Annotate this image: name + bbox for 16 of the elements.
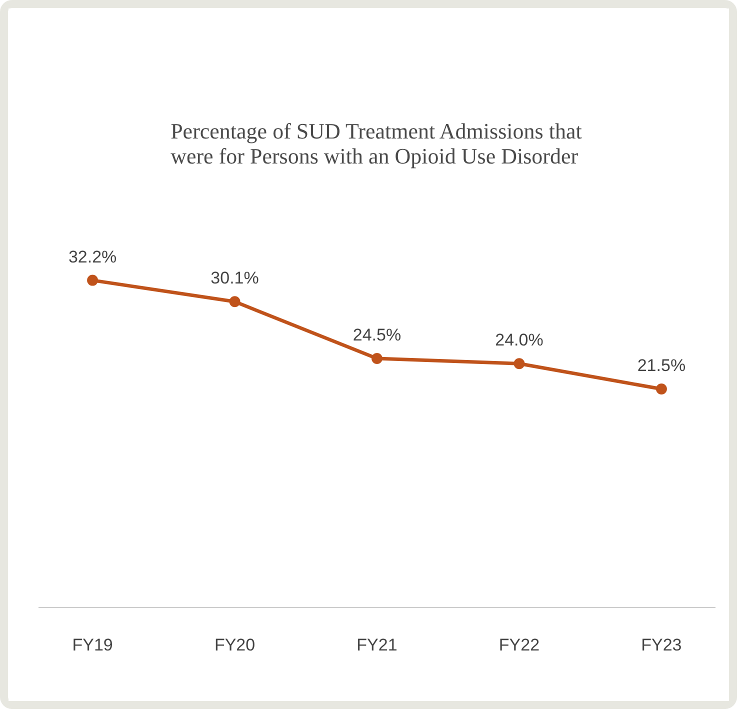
data-label: 21.5% [637,356,686,376]
x-tick-label: FY20 [214,636,256,654]
data-label: 24.0% [495,330,544,350]
point [229,296,240,308]
x-tick-label: FY22 [498,636,540,654]
point [372,353,382,364]
data-label: 24.5% [352,326,402,345]
data-label: 30.1% [210,268,259,288]
data-label: 32.2% [68,247,117,266]
point [87,274,98,286]
point [656,384,667,395]
point [514,358,525,370]
chart-title: Percentage of SUD Treatment Admissions that were for Persons with an Opioid Use Disorder [170,118,582,168]
x-tick-label: FY21 [356,636,398,654]
x-tick-label: FY19 [72,636,113,654]
x-tick-label: FY23 [641,636,682,654]
